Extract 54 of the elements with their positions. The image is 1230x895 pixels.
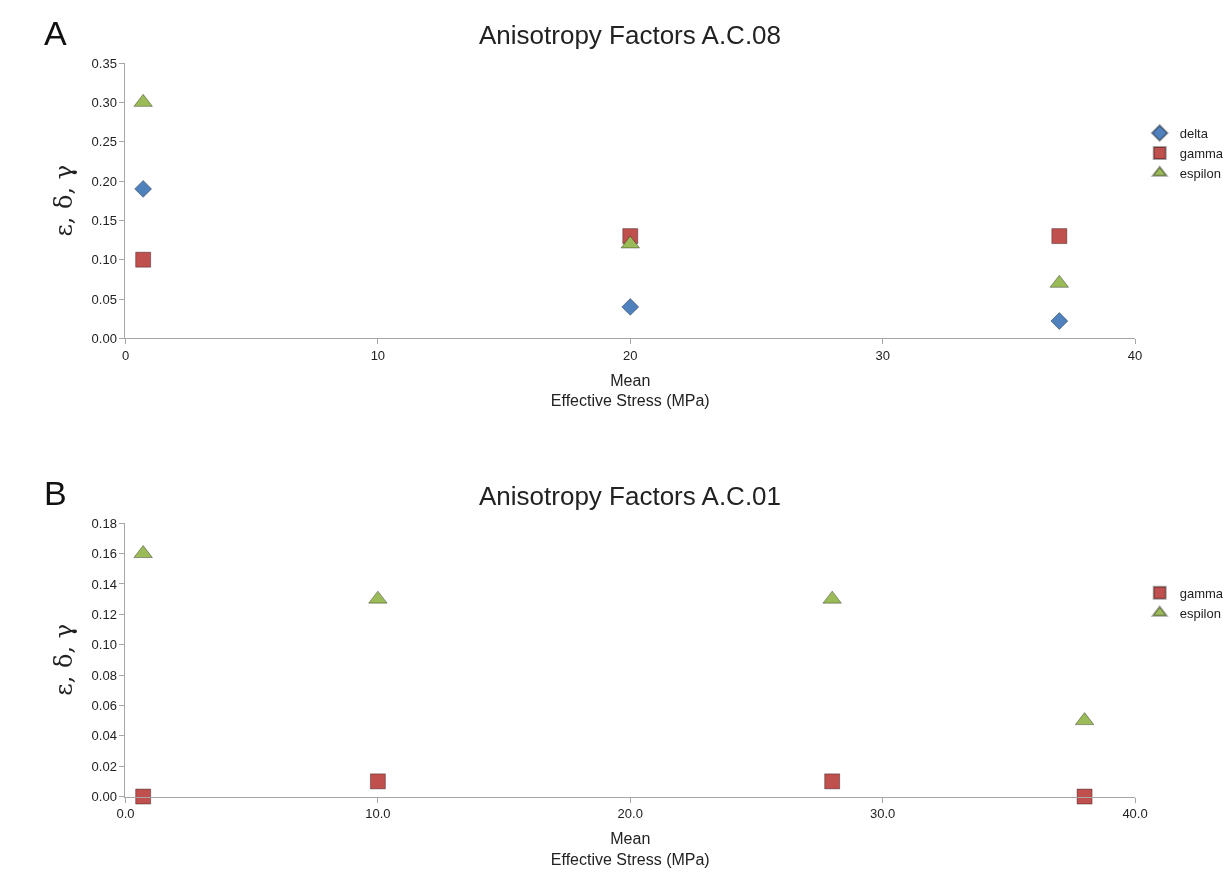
y-tick-label: 0.06: [91, 697, 117, 713]
y-tick-label: 0.02: [91, 758, 117, 774]
x-tick-label: 10.0: [365, 806, 391, 822]
chart-title: Anisotropy Factors A.C.08: [479, 20, 782, 50]
legend-label: espilon: [1179, 605, 1221, 621]
y-tick-label: 0.00: [91, 789, 117, 805]
y-tick-label: 0.18: [91, 515, 117, 531]
y-tick-label: 0.30: [91, 94, 117, 110]
legend-label: gamma: [1179, 146, 1224, 162]
y-tick-label: 0.00: [91, 330, 117, 346]
y-tick-label: 0.25: [91, 134, 117, 150]
point: [1076, 788, 1093, 805]
y-tick-label: 0.15: [91, 212, 117, 228]
point: [1050, 312, 1069, 330]
x-axis-title: Mean Effective Stress (MPa): [550, 371, 710, 410]
x-tick-label: 0: [121, 347, 130, 363]
y-axis-title: ε, δ, γ: [49, 624, 78, 696]
y-axis-title: ε, δ, γ: [49, 164, 78, 237]
chart-title: Anisotropy Factors A.C.01: [479, 481, 782, 511]
point: [1051, 228, 1068, 245]
point: [822, 590, 842, 604]
point: [368, 590, 388, 604]
y-tick-label: 0.08: [91, 667, 117, 683]
point: [135, 251, 152, 268]
y-tick-label: 0.20: [91, 173, 117, 189]
x-tick-label: 20.0: [617, 806, 643, 822]
x-tick-label: 10: [370, 347, 386, 363]
x-tick-label: 30: [875, 347, 890, 363]
text: B: [44, 474, 67, 512]
y-tick-label: 0.10: [91, 637, 117, 653]
x-tick-label: 40: [1127, 347, 1143, 363]
y-tick-label: 0.14: [91, 576, 117, 592]
x-tick-label: 20: [623, 347, 638, 363]
legend-label: espilon: [1179, 165, 1221, 181]
point: [134, 179, 153, 198]
x-tick-label: 30.0: [870, 806, 896, 822]
point: [824, 773, 841, 790]
y-tick-label: 0.16: [91, 546, 117, 562]
text: A: [44, 14, 67, 52]
y-tick-label: 0.35: [91, 55, 117, 71]
x-tick-label: 0.0: [116, 806, 135, 822]
point: [135, 788, 152, 805]
x-axis-title: Mean Effective Stress (MPa): [550, 829, 710, 868]
point: [133, 545, 153, 559]
point: [369, 773, 386, 790]
y-tick-label: 0.05: [91, 291, 117, 307]
x-tick-label: 40.0: [1122, 806, 1148, 822]
y-tick-label: 0.10: [91, 252, 117, 268]
y-tick-label: 0.12: [91, 606, 117, 622]
point: [621, 297, 640, 316]
y-tick-label: 0.04: [91, 728, 117, 744]
legend-label: gamma: [1179, 585, 1224, 601]
legend-label: delta: [1179, 126, 1209, 142]
point: [133, 93, 153, 107]
